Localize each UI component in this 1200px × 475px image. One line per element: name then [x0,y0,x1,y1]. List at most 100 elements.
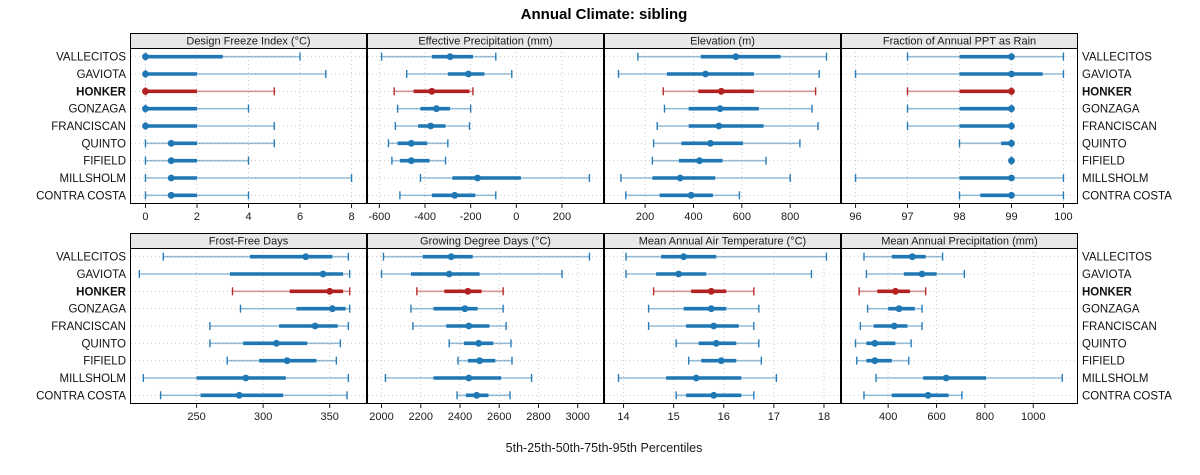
median-dot [696,157,703,165]
axis-tick-label: -600 [368,211,390,223]
median-dot [895,305,903,313]
series-row-franciscan [859,322,923,330]
series-row-honker [858,287,927,296]
median-dot [464,287,472,295]
series-row-millsholm [419,174,591,182]
axis-tick-label: 400 [879,411,897,423]
axis-tick-label: 200 [553,211,571,223]
panel-border [841,48,1078,204]
row-label-left-gonzaga: GONZAGA [68,104,126,116]
row-label-right-fifield: FIFIELD [1082,156,1125,168]
median-dot [942,374,950,382]
panel-elevation-m: Elevation (m) 200 400 600 800 [604,33,841,223]
axis-tick-label: 2600 [487,411,511,423]
row-label-left-fifield: FIFIELD [83,356,126,368]
series-row-millsholm [384,374,533,382]
median-dot [451,191,459,199]
axis-tick-label: 6 [297,211,303,223]
series-row-vallecitos [380,52,497,61]
panel-design-freeze-index-c: Design Freeze Index (°C) 0 2 4 6 8 [130,33,367,223]
axis-tick-label: 200 [636,211,654,223]
axis-tick-label: -200 [460,211,482,223]
series-row-gonzaga [906,104,1015,113]
median-dot [446,53,454,61]
median-dot [680,253,688,261]
median-dot [675,270,683,278]
panel-border [604,48,841,204]
row-label-right-quinto: QUINTO [1082,138,1127,150]
axis-tick-label: 2 [194,211,200,223]
axis-tick-label: 2000 [369,411,393,423]
panel-fraction-of-annual-ppt-as-rain: Fraction of Annual PPT as Rain 96 97 98 99 10… [841,33,1078,223]
axis-tick-label: 16 [718,411,730,423]
median-dot [707,139,714,147]
axis-tick-label: 14 [617,411,629,423]
median-dot [433,105,440,113]
median-dot [717,87,725,95]
median-dot [712,339,720,347]
median-dot [715,122,723,130]
series-row-contra-costa [399,191,497,200]
row-label-left-gonzaga: GONZAGA [68,304,126,316]
row-label-left-millsholm: MILLSHOLM [60,373,126,385]
median-dot [732,53,740,61]
series-row-quinto [209,339,342,348]
row-label-left-quinto: QUINTO [81,138,126,150]
row-label-left-franciscan: FRANCISCAN [51,121,126,133]
axis-tick-label: 400 [684,211,702,223]
median-dot [707,305,715,313]
axis-tick-label: 300 [254,411,272,423]
panel-strip-label: Elevation (m) [690,36,755,48]
panel-strip-label: Mean Annual Precipitation (mm) [881,236,1038,248]
row-label-right-contra-costa: CONTRA COSTA [1082,190,1172,202]
series-row-franciscan [906,122,1015,130]
series-row-quinto [144,139,275,148]
panel-mean-annual-precipitation-mm: Mean Annual Precipitation (mm) 400 600 800 1… [841,233,1078,423]
series-row-honker [416,287,504,296]
median-dot [687,191,695,199]
x-axis-caption: 5th-25th-50th-75th-95th Percentiles [505,441,703,455]
series-row-gaviota [142,70,327,78]
series-row-honker [662,87,817,96]
series-row-contra-costa [144,191,250,200]
series-row-gonzaga [239,304,351,313]
median-dot [428,87,436,95]
row-label-right-gaviota: GAVIOTA [1082,269,1132,281]
axis-tick-label: 600 [733,211,751,223]
row-label-left-vallecitos: VALLECITOS [56,252,126,264]
series-row-gonzaga [663,104,813,113]
median-dot [473,391,481,399]
row-label-left-quinto: QUINTO [81,338,126,350]
series-row-franciscan [647,322,755,330]
series-row-millsholm [617,374,778,382]
median-dot [1008,191,1015,199]
median-dot [142,53,149,61]
panel-frost-free-days: Frost-Free Days 250 300 350 [130,233,367,423]
series-row-quinto [448,339,512,348]
median-dot [142,105,149,113]
median-dot [716,105,724,113]
row-label-left-millsholm: MILLSHOLM [60,173,126,185]
row-label-left-honker: HONKER [76,286,127,298]
axis-tick-label: 4 [245,211,251,223]
median-dot [918,270,926,278]
median-dot [242,374,250,382]
row-label-right-millsholm: MILLSHOLM [1082,173,1148,185]
panel-strip-label: Fraction of Annual PPT as Rain [883,36,1036,48]
median-dot [167,157,175,165]
series-row-gaviota [617,70,820,78]
median-dot [302,253,310,261]
series-row-quinto [958,139,1015,148]
median-dot [273,339,280,347]
median-dot [142,122,149,130]
series-row-franciscan [394,122,471,130]
axis-tick-label: 18 [818,411,830,423]
row-label-left-gaviota: GAVIOTA [77,69,127,81]
row-label-right-franciscan: FRANCISCAN [1082,121,1157,133]
series-row-gonzaga [396,104,472,113]
series-row-vallecitos [625,252,828,261]
median-dot [1008,105,1015,113]
row-label-right-franciscan: FRANCISCAN [1082,321,1157,333]
series-row-franciscan [142,122,275,130]
